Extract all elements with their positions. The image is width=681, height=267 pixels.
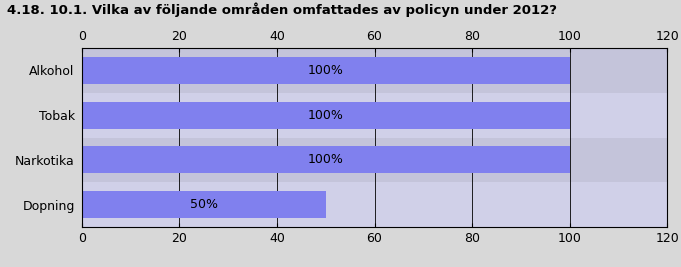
Bar <box>82 48 667 93</box>
Bar <box>82 182 667 227</box>
Text: 50%: 50% <box>190 198 218 211</box>
Text: 100%: 100% <box>308 64 344 77</box>
Bar <box>82 57 570 84</box>
Bar <box>82 102 570 129</box>
Bar <box>82 191 326 218</box>
Text: 100%: 100% <box>308 153 344 166</box>
Text: 4.18. 10.1. Vilka av följande områden omfattades av policyn under 2012?: 4.18. 10.1. Vilka av följande områden om… <box>7 3 557 17</box>
Bar <box>82 146 570 173</box>
Bar <box>82 138 667 182</box>
Text: 100%: 100% <box>308 109 344 122</box>
Bar <box>82 93 667 138</box>
